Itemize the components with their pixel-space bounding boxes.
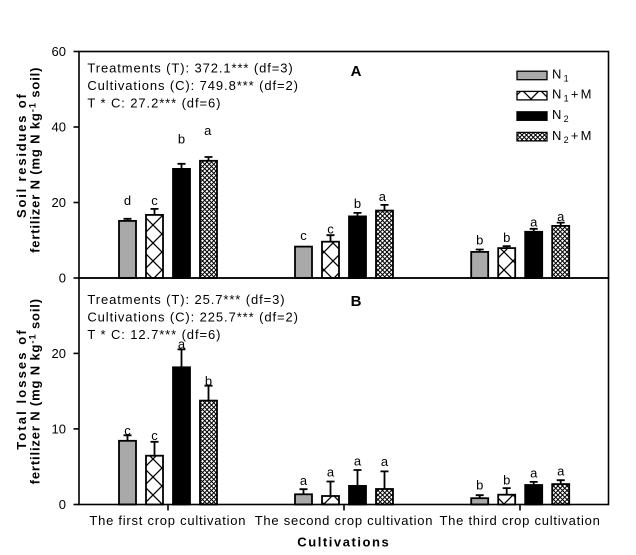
- svg-text:20: 20: [52, 346, 66, 361]
- svg-text:The first crop cultivation: The first crop cultivation: [89, 513, 246, 528]
- svg-text:a: a: [530, 466, 538, 481]
- svg-text:c: c: [300, 228, 307, 243]
- svg-text:60: 60: [52, 44, 66, 59]
- svg-text:a: a: [327, 465, 335, 480]
- svg-text:b: b: [178, 131, 185, 146]
- svg-text:0: 0: [59, 271, 66, 286]
- svg-text:a: a: [204, 123, 212, 138]
- svg-text:b: b: [503, 472, 510, 487]
- svg-text:Cultivations: Cultivations: [297, 535, 390, 550]
- svg-text:10: 10: [52, 422, 66, 437]
- svg-text:b: b: [503, 230, 510, 245]
- svg-text:Soil residues of: Soil residues of: [14, 92, 29, 218]
- svg-text:T * C: 12.7*** (df=6): T * C: 12.7*** (df=6): [87, 327, 221, 342]
- svg-text:The third crop cultivation: The third crop cultivation: [439, 513, 600, 528]
- svg-text:c: c: [327, 222, 334, 237]
- svg-text:a: a: [557, 209, 565, 224]
- svg-text:Treatments (T): 25.7*** (df=3): Treatments (T): 25.7*** (df=3): [87, 292, 285, 307]
- svg-text:Treatments (T): 372.1*** (df=3: Treatments (T): 372.1*** (df=3): [87, 61, 293, 76]
- svg-text:0: 0: [59, 497, 66, 512]
- svg-text:b: b: [476, 233, 483, 248]
- svg-text:a: a: [178, 336, 186, 351]
- svg-text:20: 20: [52, 195, 66, 210]
- svg-text:The second crop cultivation: The second crop cultivation: [255, 513, 434, 528]
- svg-text:fertilizer N (mg N kg-1 soil): fertilizer N (mg N kg-1 soil): [28, 298, 43, 484]
- svg-text:c: c: [151, 428, 158, 443]
- svg-text:b: b: [354, 196, 361, 211]
- svg-text:a: a: [379, 189, 387, 204]
- svg-text:fertilizer N (mg N kg-1 soil): fertilizer N (mg N kg-1 soil): [28, 67, 43, 253]
- svg-text:b: b: [205, 374, 212, 389]
- svg-text:a: a: [354, 454, 362, 469]
- svg-text:T * C: 27.2*** (df=6): T * C: 27.2*** (df=6): [87, 96, 221, 111]
- svg-text:N1+M: N1+M: [552, 87, 594, 104]
- svg-text:b: b: [476, 478, 483, 493]
- svg-text:Cultivations (C): 749.8*** (df: Cultivations (C): 749.8*** (df=2): [87, 78, 298, 93]
- svg-text:B: B: [351, 293, 362, 310]
- svg-text:c: c: [124, 423, 131, 438]
- svg-text:c: c: [151, 193, 158, 208]
- svg-text:a: a: [557, 464, 565, 479]
- svg-text:d: d: [124, 193, 131, 208]
- svg-text:a: a: [530, 214, 538, 229]
- svg-text:Cultivations (C): 225.7*** (df: Cultivations (C): 225.7*** (df=2): [87, 310, 298, 325]
- svg-text:Total losses of: Total losses of: [14, 328, 29, 450]
- svg-text:A: A: [351, 63, 362, 80]
- svg-text:a: a: [381, 454, 389, 469]
- svg-text:40: 40: [52, 120, 66, 135]
- svg-text:N2+M: N2+M: [552, 128, 594, 145]
- svg-text:a: a: [300, 473, 308, 488]
